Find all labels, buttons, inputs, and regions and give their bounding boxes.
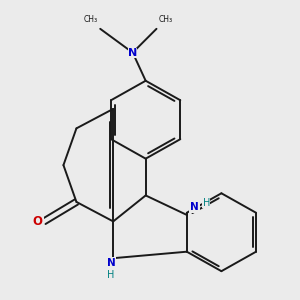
Text: O: O: [32, 215, 43, 228]
Text: CH₃: CH₃: [159, 16, 173, 25]
Text: H: H: [107, 270, 115, 280]
Text: N: N: [190, 202, 199, 212]
Text: N: N: [128, 48, 137, 58]
Text: N: N: [107, 258, 116, 268]
Text: CH₃: CH₃: [84, 16, 98, 25]
Text: H: H: [202, 198, 210, 208]
